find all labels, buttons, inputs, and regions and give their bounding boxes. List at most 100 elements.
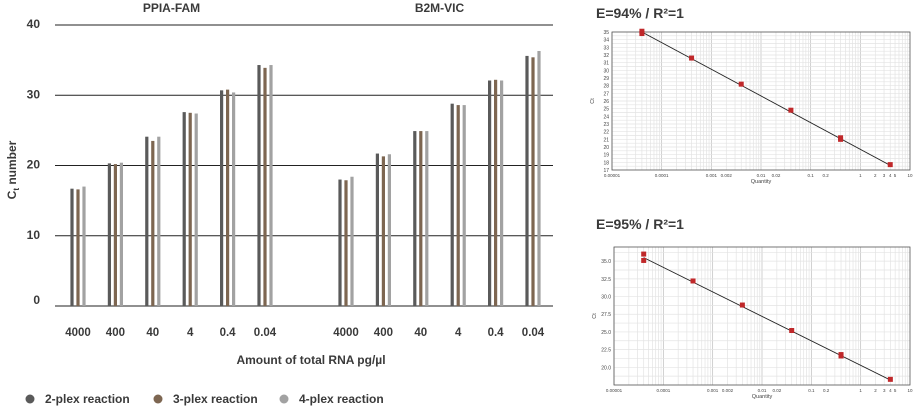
data-point	[789, 328, 795, 334]
y-tick-label: 33	[603, 45, 609, 51]
y-tick-label: 30.0	[601, 295, 611, 301]
x-tick-label: 4	[455, 327, 462, 339]
y-tick-label: 0	[33, 293, 40, 307]
y-tick-label: 25	[603, 107, 609, 113]
x-tick-label: 0.001	[707, 388, 719, 393]
x-tick-label: 5	[894, 388, 897, 393]
x-tick-label: 4	[889, 173, 892, 178]
x-tick-label: 400	[374, 327, 393, 339]
bar	[350, 176, 354, 306]
bar	[344, 180, 348, 306]
bar	[387, 154, 391, 306]
y-tick-label: 21	[603, 137, 609, 143]
x-tick-label: 0.2	[822, 173, 829, 178]
legend-label: 2-plex reaction	[45, 392, 130, 406]
chart-title: E=95% / R²=1	[596, 216, 684, 232]
bar	[488, 80, 492, 306]
data-point	[838, 135, 844, 141]
y-tick-label: 29	[603, 76, 609, 82]
x-tick-label: 2	[874, 173, 877, 178]
bar	[263, 67, 267, 306]
x-tick-label: 0.1	[808, 388, 815, 393]
bar	[269, 65, 273, 306]
bar	[257, 65, 261, 306]
y-tick-label: 35	[603, 30, 609, 36]
data-point	[739, 302, 745, 308]
bar	[119, 162, 123, 306]
x-tick-label: 4000	[65, 327, 91, 339]
bar	[70, 188, 74, 306]
bar	[375, 153, 379, 306]
x-tick-label: 0.00001	[604, 173, 621, 178]
bar	[500, 80, 504, 306]
x-tick-label: 0.002	[722, 388, 734, 393]
y-tick-label: 30	[603, 68, 609, 74]
y-axis-label: Ct	[590, 98, 596, 104]
bar	[525, 55, 529, 306]
data-point	[738, 81, 744, 87]
x-tick-label: 0.04	[254, 327, 277, 339]
x-tick-label: 1	[859, 173, 862, 178]
legend-marker	[25, 394, 35, 404]
data-point	[690, 278, 696, 284]
data-point	[641, 251, 647, 257]
bar	[425, 131, 429, 306]
y-tick-label: 24	[603, 114, 609, 120]
x-tick-label: 0.0001	[655, 173, 669, 178]
bar	[338, 179, 342, 306]
x-tick-label: 0.0001	[656, 388, 670, 393]
group-title: PPIA-FAM	[143, 1, 200, 15]
plot-frame	[613, 246, 911, 386]
fit-line	[641, 31, 891, 166]
x-axis-label: Amount of total RNA pg/µl	[236, 353, 385, 367]
y-tick-label: 20	[603, 145, 609, 151]
x-axis-label: Quantity	[752, 394, 773, 400]
data-point	[838, 353, 844, 359]
plot-frame	[611, 31, 911, 171]
y-tick-label: 35.0	[601, 259, 611, 265]
bar	[462, 105, 466, 307]
legend-label: 4-plex reaction	[299, 392, 384, 406]
x-tick-label: 0.01	[758, 388, 767, 393]
bar	[157, 136, 161, 306]
x-tick-label: 4000	[333, 327, 359, 339]
bar	[226, 89, 230, 306]
x-tick-label: 0.001	[706, 173, 718, 178]
x-tick-label: 0.02	[772, 173, 781, 178]
x-tick-label: 0.02	[772, 388, 781, 393]
y-tick-label: 20.0	[601, 365, 611, 371]
x-axis-label: Quantity	[751, 179, 772, 185]
bar	[531, 57, 535, 306]
x-tick-label: 0.1	[808, 173, 815, 178]
bar	[419, 131, 423, 306]
data-point	[887, 162, 893, 168]
bar	[232, 92, 236, 306]
y-tick-label: 40	[27, 17, 41, 31]
x-tick-label: 4	[187, 327, 194, 339]
x-tick-label: 40	[146, 327, 159, 339]
data-point	[689, 55, 695, 61]
x-tick-label: 0.04	[522, 327, 545, 339]
y-tick-label: 18	[603, 160, 609, 166]
bar	[113, 164, 117, 306]
bar	[82, 186, 86, 306]
y-tick-label: 17	[603, 168, 609, 174]
x-tick-label: 3	[883, 388, 886, 393]
bar	[145, 136, 149, 306]
data-point	[639, 28, 645, 34]
legend-marker	[279, 394, 289, 404]
x-tick-label: 10	[907, 388, 913, 393]
group-title: B2M-VIC	[415, 1, 465, 15]
x-tick-label: 0.2	[823, 388, 830, 393]
y-axis-label: Ct	[592, 313, 598, 319]
bar	[456, 105, 460, 307]
x-tick-label: 0.01	[757, 173, 766, 178]
bar	[182, 112, 186, 306]
x-tick-label: 40	[414, 327, 427, 339]
x-tick-label: 0.4	[220, 327, 237, 339]
x-tick-label: 0.002	[721, 173, 733, 178]
bar	[188, 112, 192, 306]
y-tick-label: 32	[603, 53, 609, 59]
bar	[381, 156, 385, 306]
